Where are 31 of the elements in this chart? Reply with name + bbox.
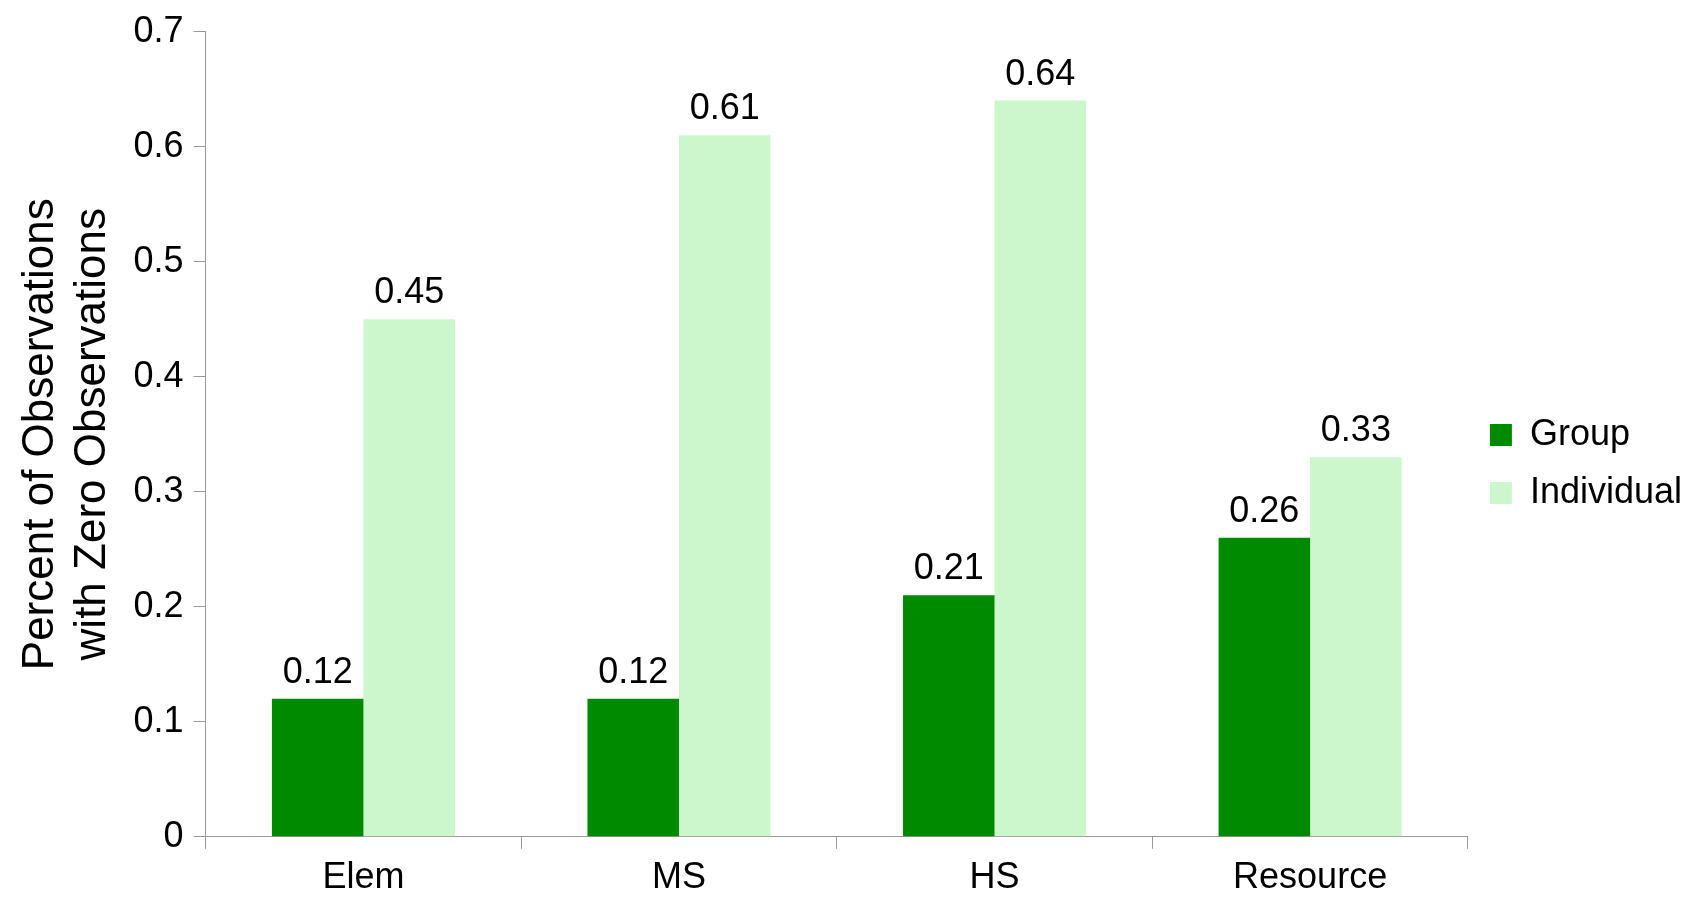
y-tick-label: 0.5 (133, 238, 184, 280)
y-tick-label: 0.2 (133, 583, 184, 625)
bar (363, 319, 455, 837)
x-tick-label: Elem (322, 855, 405, 897)
x-tick-label: Resource (1233, 855, 1388, 897)
data-label: 0.33 (1320, 408, 1391, 450)
x-tick-label: MS (651, 855, 706, 897)
y-tick-label: 0.7 (133, 8, 184, 50)
x-tick-label: HS (969, 855, 1020, 897)
y-axis-title: Percent of Observations with Zero Observations (12, 198, 115, 671)
legend-label: Group (1529, 411, 1630, 453)
y-tick-label: 0.4 (133, 353, 184, 395)
data-label: 0.12 (598, 649, 669, 691)
bar (1218, 537, 1311, 837)
data-label: 0.64 (1005, 51, 1076, 93)
y-tick-label: 0.1 (133, 698, 184, 740)
y-tick-label: 0 (163, 813, 184, 855)
data-label: 0.45 (374, 270, 445, 312)
y-tick-label: 0.3 (133, 468, 184, 510)
bar (678, 135, 771, 837)
legend-label: Individual (1529, 469, 1683, 511)
data-label: 0.21 (913, 546, 984, 588)
bar (587, 698, 679, 837)
data-label: 0.61 (689, 86, 760, 128)
y-tick-label: 0.6 (133, 123, 184, 165)
bar (994, 100, 1087, 837)
bar (903, 595, 995, 837)
bar (1310, 457, 1402, 837)
bar (271, 698, 364, 837)
data-label: 0.12 (282, 649, 353, 691)
data-label: 0.26 (1229, 488, 1300, 530)
